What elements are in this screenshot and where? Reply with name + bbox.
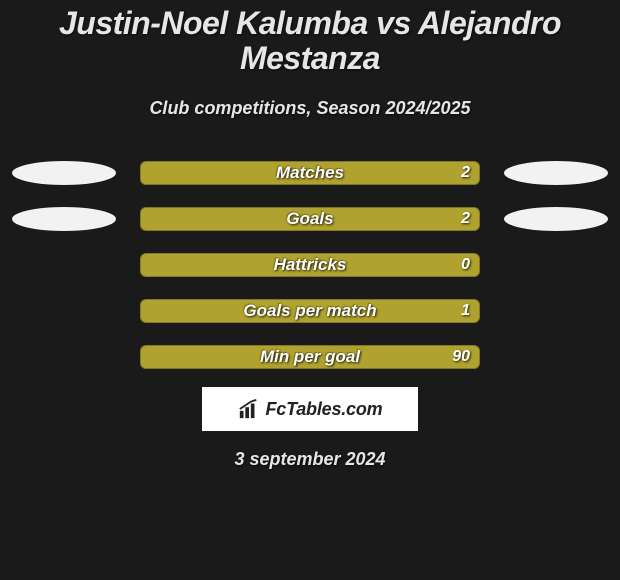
bar-fill — [141, 254, 479, 276]
right-ellipse — [504, 207, 608, 231]
stat-bar: Hattricks0 — [140, 253, 480, 277]
stat-rows: Matches2 Goals2 Hattricks0 Goals per match1… — [8, 161, 612, 369]
bar-fill — [141, 162, 479, 184]
bar-bg — [140, 299, 480, 323]
subtitle: Club competitions, Season 2024/2025 — [8, 98, 612, 119]
left-ellipse — [12, 207, 116, 231]
date-text: 3 september 2024 — [8, 449, 612, 470]
bar-bg — [140, 207, 480, 231]
comparison-infographic: Justin-Noel Kalumba vs Alejandro Mestanz… — [0, 0, 620, 470]
bar-fill — [141, 346, 479, 368]
stat-bar: Matches2 — [140, 161, 480, 185]
bar-bg — [140, 345, 480, 369]
bar-bg — [140, 161, 480, 185]
right-ellipse — [504, 161, 608, 185]
fctables-icon — [238, 398, 260, 420]
stat-row: Goals2 — [8, 207, 612, 231]
stat-row: Goals per match1 — [8, 299, 612, 323]
stat-bar: Goals per match1 — [140, 299, 480, 323]
page-title: Justin-Noel Kalumba vs Alejandro Mestanz… — [8, 6, 612, 76]
stat-row: Hattricks0 — [8, 253, 612, 277]
watermark-text: FcTables.com — [266, 399, 383, 420]
stat-row: Matches2 — [8, 161, 612, 185]
watermark: FcTables.com — [202, 387, 418, 431]
stat-bar: Goals2 — [140, 207, 480, 231]
bar-fill — [141, 300, 479, 322]
bar-fill — [141, 208, 479, 230]
stat-row: Min per goal90 — [8, 345, 612, 369]
left-ellipse — [12, 161, 116, 185]
stat-bar: Min per goal90 — [140, 345, 480, 369]
bar-bg — [140, 253, 480, 277]
